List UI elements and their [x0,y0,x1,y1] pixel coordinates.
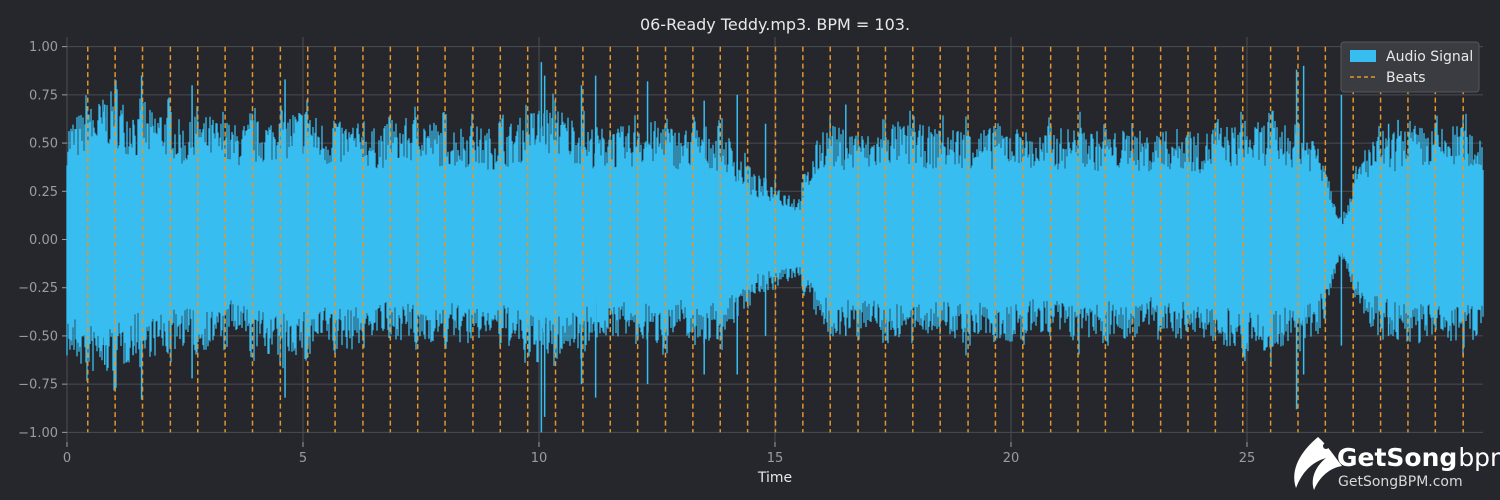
legend-label-beats: Beats [1386,70,1426,86]
bird-logo-icon [1294,437,1342,490]
series-beats [87,46,1464,433]
y-tick-label: −0.75 [18,378,58,393]
audio-signal-core [67,227,1483,252]
y-tick-label: 0.50 [29,137,58,152]
watermark-brand: GetSongbpm [1337,443,1500,472]
x-tick-label: 10 [531,451,548,466]
y-tick-label: −1.00 [18,426,58,441]
x-tick-label: 5 [299,451,307,466]
y-tick-label: −0.50 [18,329,58,344]
x-tick-label: 20 [1003,451,1020,466]
y-tick-label: −0.25 [18,281,58,296]
y-tick-label: 0.75 [29,88,58,103]
x-tick-label: 15 [767,451,784,466]
legend-swatch-audio-signal [1350,50,1376,62]
y-tick-label: 0.25 [29,185,58,200]
y-axis: 1.00 0.75 0.50 0.25 0.00 −0.25 −0.50 −0.75 −1.00 [18,40,67,441]
y-tick-label: 1.00 [29,40,58,55]
legend: Audio Signal Beats [1340,41,1480,93]
x-axis-label: Time [757,470,792,486]
legend-label-audio-signal: Audio Signal [1386,49,1473,65]
series-audio-signal [66,62,1484,433]
x-tick-label: 0 [63,451,71,466]
chart-title: 06-Ready Teddy.mp3. BPM = 103. [640,15,910,34]
watermark-url: GetSongBPM.com [1338,474,1463,490]
watermark: GetSongbpm GetSongBPM.com [1294,437,1500,490]
x-tick-label: 25 [1239,451,1256,466]
x-axis: 0 5 10 15 20 25 [63,442,1255,466]
y-tick-label: 0.00 [29,233,58,248]
